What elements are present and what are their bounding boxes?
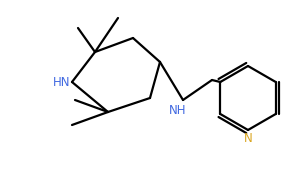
Text: N: N xyxy=(244,132,252,145)
Text: HN: HN xyxy=(53,77,71,90)
Text: NH: NH xyxy=(169,103,187,116)
